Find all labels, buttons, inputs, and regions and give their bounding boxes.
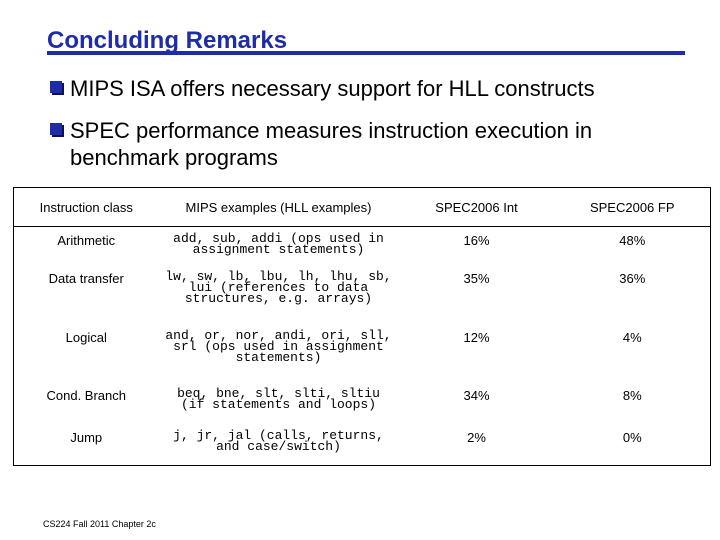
spec-fp-cell: 36% [619,270,646,286]
table-row: Arithmetic add, sub, addi (ops used in a… [14,227,711,265]
spec-fp-cell: 8% [622,387,642,403]
instruction-class-cell: Jump [70,429,103,445]
square-bullet-icon [50,81,62,93]
bullet-item: MIPS ISA offers necessary support for HL… [50,75,690,102]
table-row: Cond. Branch beq, bne, slt, slti, sltiu … [14,382,711,424]
instruction-class-cell: Cond. Branch [46,387,127,403]
spec-fp-cell: 4% [622,329,642,345]
spec-int-cell: 35% [463,270,490,286]
spec-int-cell: 12% [463,329,490,345]
instruction-class-cell: Data transfer [48,270,124,286]
spec-fp-cell: 0% [622,429,642,445]
square-bullet-icon [50,123,62,135]
column-header: Instruction class [13,187,159,227]
spec-int-cell: 34% [463,387,490,403]
spec-int-cell: 16% [463,233,490,248]
bullet-text: MIPS ISA offers necessary support for HL… [70,76,595,101]
table-row: Logical and, or, nor, andi, ori, sll, sr… [14,324,711,382]
mips-examples-cell: add, sub, addi (ops used in assignment s… [173,231,384,257]
instruction-class-cell: Logical [65,329,107,345]
mips-examples-cell: lw, sw, lb, lbu, lh, lhu, sb, lui (refer… [165,268,392,306]
instruction-class-cell: Arithmetic [57,233,116,248]
spec-fp-cell: 48% [619,233,646,248]
table-row: Data transfer lw, sw, lb, lbu, lh, lhu, … [14,265,711,324]
column-header: MIPS examples (HLL examples) [158,187,399,227]
mips-examples-cell: and, or, nor, andi, ori, sll, srl (ops u… [165,327,392,365]
column-header: SPEC2006 FP [554,187,711,227]
instruction-mix-table: Instruction class MIPS examples (HLL exa… [13,187,711,466]
table-header-row: Instruction class MIPS examples (HLL exa… [13,187,711,227]
mips-examples-cell: j, jr, jal (calls, returns, and case/swi… [173,427,384,454]
slide-footer: CS224 Fall 2011 Chapter 2c [43,519,156,529]
spec-int-cell: 2% [467,429,486,445]
bullet-item: SPEC performance measures instruction ex… [50,117,690,171]
bullet-text: SPEC performance measures instruction ex… [70,118,593,170]
slide-title: Concluding Remarks [47,27,288,54]
mips-examples-cell: beq, bne, slt, slti, sltiu (if statement… [177,385,380,412]
title-underline-rule [47,51,685,55]
table-row: Jump j, jr, jal (calls, returns, and cas… [14,424,711,466]
column-header: SPEC2006 Int [398,187,555,227]
